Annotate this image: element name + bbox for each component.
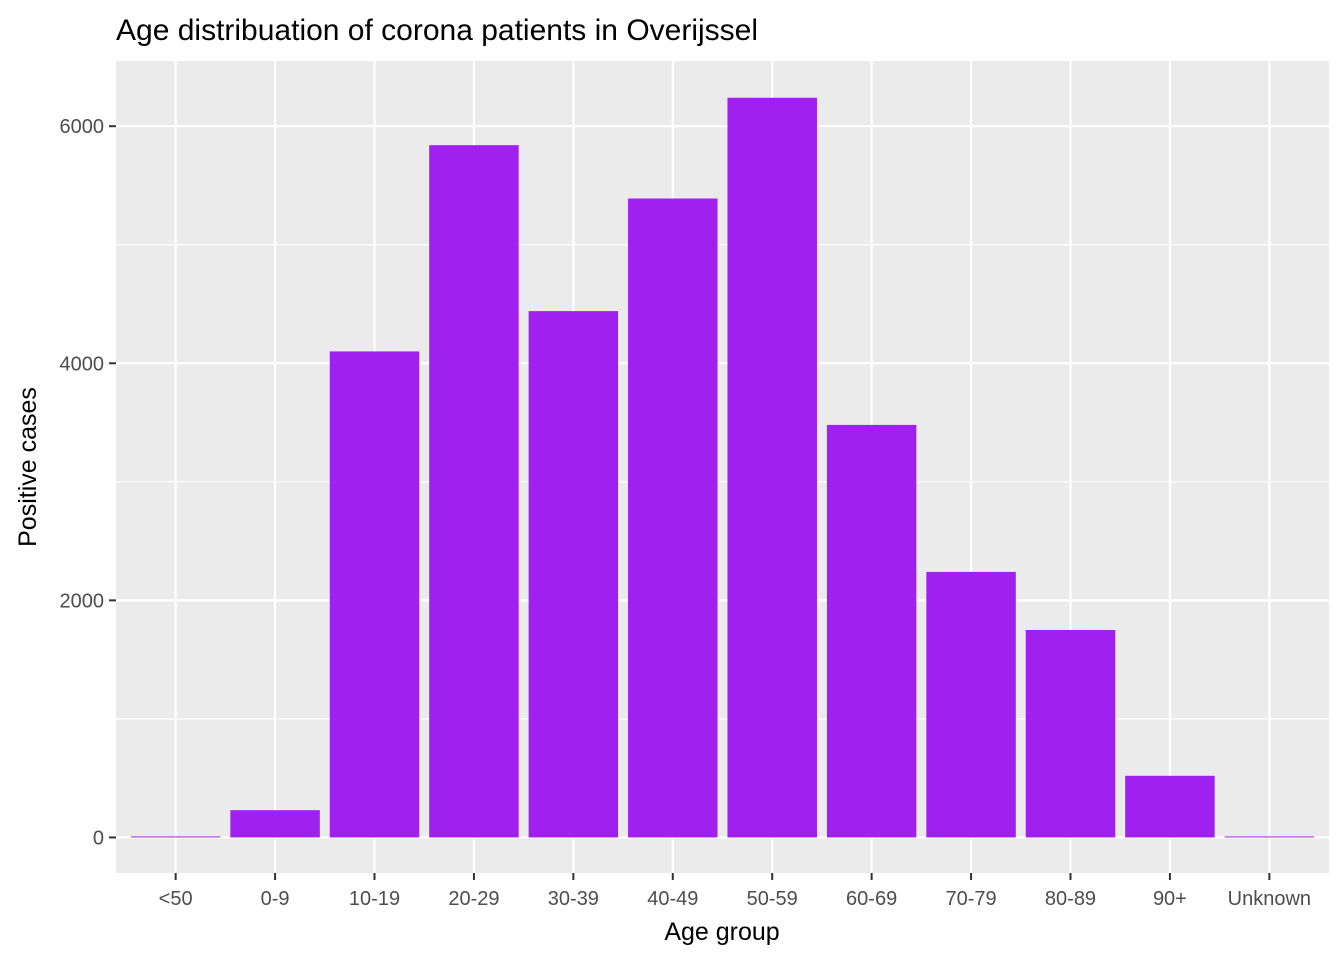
bar <box>1125 775 1215 838</box>
y-tick-label: 0 <box>93 827 104 849</box>
x-tick-label: 0-9 <box>261 888 290 910</box>
bar <box>528 311 619 838</box>
x-tick-label: Unknown <box>1228 888 1311 910</box>
x-tick-label: <50 <box>159 888 193 910</box>
x-tick-label: 90+ <box>1153 888 1187 910</box>
bar <box>727 97 817 838</box>
bar <box>130 836 221 838</box>
x-tick-label: 20-29 <box>448 888 499 910</box>
x-tick-label: 70-79 <box>945 888 996 910</box>
x-axis-title: Age group <box>664 918 779 946</box>
bar <box>329 351 420 838</box>
plot-panel <box>116 61 1329 873</box>
minor-gridlines <box>116 244 1329 720</box>
bar <box>429 145 519 838</box>
y-tick-label: 6000 <box>60 116 105 138</box>
y-tick-label: 4000 <box>60 353 105 375</box>
bar <box>1025 629 1116 838</box>
x-tick-label: 10-19 <box>349 888 400 910</box>
x-tick-label: 60-69 <box>846 888 897 910</box>
x-tick-label: 30-39 <box>548 888 599 910</box>
bar <box>230 810 320 838</box>
y-axis: 0 2000 4000 6000 <box>60 116 116 849</box>
bars-group <box>130 97 1315 838</box>
x-tick-label: 50-59 <box>747 888 798 910</box>
x-axis: <50 0-9 10-19 20-29 30-39 40-49 50-59 60-69 70-7… <box>159 873 1311 910</box>
bar <box>628 198 718 838</box>
bar <box>826 424 917 838</box>
chart-title: Age distribuation of corona patients in … <box>116 14 758 47</box>
y-tick-label: 2000 <box>60 590 105 612</box>
y-axis-title: Positive cases <box>14 387 42 547</box>
bar <box>1224 836 1315 838</box>
x-tick-label: 40-49 <box>647 888 698 910</box>
x-tick-label: 80-89 <box>1045 888 1096 910</box>
bar <box>926 571 1016 838</box>
